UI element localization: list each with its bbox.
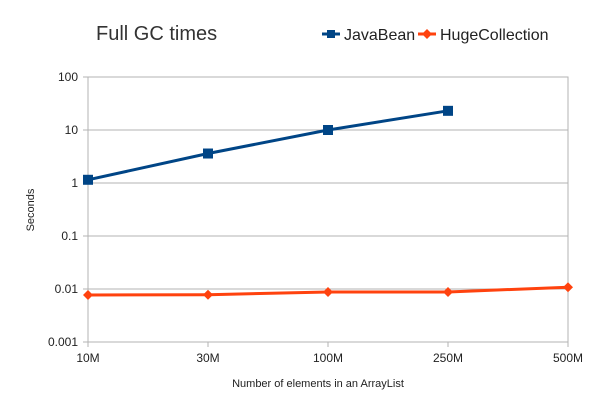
hugecollection-legend-label: HugeCollection <box>440 27 549 44</box>
javabean-data-point <box>83 174 93 185</box>
chart-title: Full GC times <box>96 23 217 45</box>
y-tick-label: 0.1 <box>61 229 78 243</box>
plot-frame <box>87 76 569 343</box>
x-axis-label: Number of elements in an ArrayList <box>232 378 404 390</box>
hugecollection-data-point <box>203 289 213 300</box>
javabean-legend-marker <box>327 30 335 38</box>
javabean-data-point <box>323 125 333 135</box>
hugecollection-data-point <box>83 290 93 301</box>
hugecollection-legend-marker <box>422 29 432 39</box>
hugecollection-data-point <box>563 282 573 293</box>
y-axis-label: Seconds <box>25 188 37 231</box>
x-tick-label: 250M <box>433 351 463 365</box>
y-tick-label: 0.001 <box>48 335 78 349</box>
x-axis-ticks: 10M 30M 100M 250M 500M <box>76 342 583 365</box>
legend: JavaBean HugeCollection <box>322 27 549 44</box>
y-tick-label: 1 <box>71 176 78 190</box>
y-axis-ticks: 0.001 0.01 0.1 1 10 100 <box>48 70 88 349</box>
javabean-data-point <box>203 148 213 159</box>
gridlines <box>88 76 568 343</box>
hugecollection-data-point <box>443 286 453 297</box>
y-tick-label: 100 <box>58 70 78 84</box>
javabean-series-line <box>87 109 449 182</box>
x-tick-label: 500M <box>553 351 583 365</box>
x-tick-label: 10M <box>76 351 99 365</box>
series-layer <box>83 105 573 301</box>
y-tick-label: 0.01 <box>55 282 79 296</box>
javabean-data-point <box>443 105 453 116</box>
x-tick-label: 100M <box>313 351 343 365</box>
y-tick-label: 10 <box>65 123 79 137</box>
javabean-legend-label: JavaBean <box>344 27 415 44</box>
hugecollection-data-point <box>323 286 333 297</box>
x-tick-label: 30M <box>196 351 219 365</box>
